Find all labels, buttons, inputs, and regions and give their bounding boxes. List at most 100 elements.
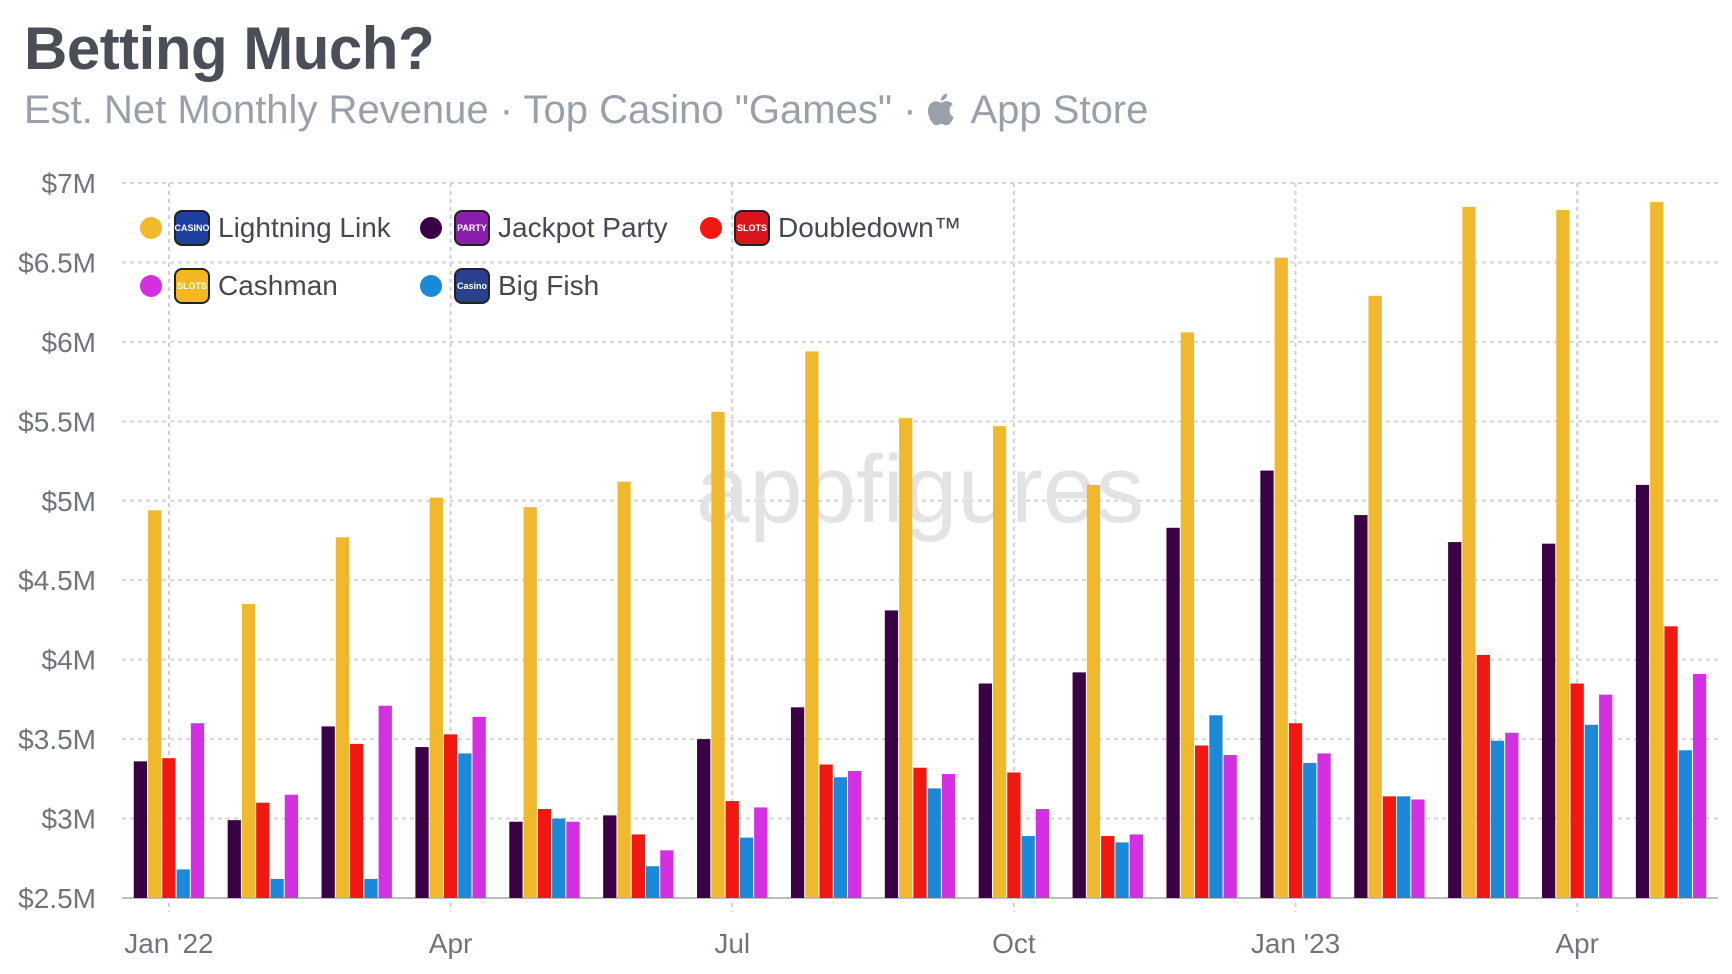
- bar-cashman: Cashman Sep '22: $3.28M: [941, 774, 956, 898]
- bar-big-fish: Big Fish Jul '22: $2.88M: [739, 837, 754, 898]
- bar-lightning-link: Lightning Link Oct '22: $5.47M: [992, 426, 1007, 898]
- bar-big-fish: Big Fish Jan '23: $3.35M: [1303, 762, 1317, 898]
- y-tick-label: $4.5M: [18, 565, 96, 596]
- bar-doubledown: Doubledown™ Feb '22: $3.1M: [256, 802, 270, 898]
- bar-big-fish: Big Fish Apr '23: $3.59M: [1584, 724, 1599, 898]
- legend-dot: [700, 217, 722, 239]
- bar-big-fish: Big Fish Nov '22: $2.85M: [1115, 842, 1129, 898]
- bar-big-fish: Big Fish Oct '22: $2.89M: [1021, 836, 1035, 898]
- bar-doubledown: Doubledown™ Apr '22: $3.53M: [443, 734, 458, 898]
- bar-cashman: Cashman Feb '23: $3.12M: [1411, 799, 1425, 898]
- y-tick-label: $7M: [42, 168, 96, 199]
- bar-lightning-link: Lightning Link Apr '23: $6.83M: [1556, 210, 1570, 898]
- bar-jackpot-party: Jackpot Party Feb '23: $4.91M: [1354, 515, 1368, 898]
- bar-doubledown: Doubledown™ Jun '22: $2.9M: [631, 834, 645, 898]
- bar-doubledown: Doubledown™ Mar '22: $3.47M: [350, 743, 364, 898]
- bar-doubledown: Doubledown™ Aug '22: $3.34M: [819, 764, 833, 898]
- y-tick-label: $4M: [42, 645, 96, 676]
- bar-lightning-link: Lightning Link Jun '22: $5.12M: [617, 481, 631, 898]
- bar-cashman: Cashman Mar '22: $3.71M: [378, 705, 392, 898]
- bar-big-fish: Big Fish Feb '23: $3.14M: [1397, 796, 1411, 898]
- bar-big-fish: Big Fish Sep '22: $3.19M: [927, 788, 941, 898]
- bar-jackpot-party: Jackpot Party Aug '22: $3.7M: [790, 707, 805, 898]
- legend-item[interactable]: SLOTS Cashman: [140, 268, 338, 304]
- bar-lightning-link: Lightning Link Aug '22: $5.94M: [805, 351, 819, 898]
- bar-cashman: Cashman Jan '22: $3.6M: [190, 723, 205, 898]
- bar-big-fish: Big Fish Apr '22: $3.41M: [458, 753, 472, 898]
- bar-doubledown: Doubledown™ Apr '23: $3.85M: [1570, 683, 1584, 898]
- bar-jackpot-party: Jackpot Party Mar '22: $3.58M: [321, 726, 335, 898]
- legend-label: Lightning Link: [218, 212, 391, 243]
- bar-cashman: Cashman Apr '22: $3.64M: [472, 716, 486, 898]
- bar-jackpot-party: Jackpot Party Apr '23: $4.73M: [1542, 543, 1556, 898]
- legend-label: Doubledown™: [778, 212, 962, 243]
- x-tick-label: Jan '23: [1251, 928, 1340, 959]
- bar-jackpot-party: Jackpot Party Nov '22: $3.92M: [1072, 672, 1086, 898]
- bar-jackpot-party: Jackpot Party Dec '22: $4.83M: [1166, 527, 1180, 898]
- bar-lightning-link: Lightning Link Nov '22: $5.1M: [1086, 484, 1101, 898]
- bar-big-fish: Big Fish May '22: $3M: [552, 818, 566, 898]
- lightning-link-app-icon: CASINO: [174, 210, 210, 246]
- chart-title: Betting Much?: [24, 15, 435, 82]
- bar-lightning-link: Lightning Link Mar '22: $4.77M: [335, 537, 350, 898]
- bar-big-fish: Big Fish Feb '22: $2.62M: [270, 878, 284, 898]
- bar-doubledown: Doubledown™ Sep '22: $3.32M: [913, 767, 927, 898]
- apple-icon: [928, 92, 955, 125]
- y-tick-label: $5.5M: [18, 406, 96, 437]
- bar-cashman: Cashman Aug '22: $3.3M: [848, 770, 862, 898]
- bar-lightning-link: Lightning Link Feb '22: $4.35M: [241, 604, 256, 898]
- y-tick-label: $6.5M: [18, 247, 96, 278]
- bar-lightning-link: Lightning Link Sep '22: $5.52M: [899, 418, 913, 898]
- bar-jackpot-party: Jackpot Party Apr '22: $3.45M: [415, 747, 429, 898]
- bar-doubledown: Doubledown™ Mar '23: $4.03M: [1476, 654, 1490, 898]
- bar-cashman: Cashman May '23: $3.91M: [1692, 673, 1707, 898]
- bar-cashman: Cashman Feb '22: $3.15M: [284, 794, 298, 898]
- bar-jackpot-party: Jackpot Party May '22: $2.98M: [509, 821, 523, 898]
- bar-cashman: Cashman Oct '22: $3.06M: [1035, 809, 1050, 898]
- bar-big-fish: Big Fish Dec '22: $3.65M: [1209, 715, 1223, 898]
- legend-item[interactable]: Casino Big Fish: [420, 268, 599, 304]
- y-tick-label: $3.5M: [18, 724, 96, 755]
- bar-jackpot-party: Jackpot Party Jan '22: $3.36M: [133, 761, 148, 898]
- y-tick-label: $5M: [42, 486, 96, 517]
- doubledown-app-icon: SLOTS: [734, 210, 770, 246]
- bar-jackpot-party: Jackpot Party Sep '22: $4.31M: [884, 610, 899, 898]
- bar-doubledown: Doubledown™ Dec '22: $3.46M: [1195, 745, 1209, 898]
- legend-dot: [140, 217, 162, 239]
- bar-doubledown: Doubledown™ Jul '22: $3.11M: [725, 801, 739, 898]
- legend-item[interactable]: SLOTS Doubledown™: [700, 210, 962, 246]
- bar-doubledown: Doubledown™ Nov '22: $2.89M: [1101, 836, 1115, 898]
- big-fish-app-icon: Casino: [454, 268, 490, 304]
- bar-lightning-link: Lightning Link May '23: $6.88M: [1650, 202, 1664, 899]
- y-tick-label: $6M: [42, 327, 96, 358]
- x-tick-label: Apr: [429, 928, 473, 959]
- x-tick-label: Jul: [714, 928, 750, 959]
- legend-dot: [420, 275, 442, 297]
- legend-label: Cashman: [218, 270, 338, 301]
- subtitle-store: App Store: [970, 88, 1149, 132]
- bar-jackpot-party: Jackpot Party Jun '22: $3.02M: [603, 815, 617, 898]
- cashman-app-icon: SLOTS: [174, 268, 210, 304]
- bar-big-fish: Big Fish May '23: $3.43M: [1678, 750, 1692, 898]
- legend-item[interactable]: PARTY Jackpot Party: [420, 210, 668, 246]
- subtitle-text: Est. Net Monthly Revenue · Top Casino "G…: [24, 88, 917, 132]
- legend-item[interactable]: CASINO Lightning Link: [140, 210, 391, 246]
- bar-doubledown: Doubledown™ May '23: $4.21M: [1664, 626, 1678, 898]
- bar-jackpot-party: Jackpot Party May '23: $5.1M: [1635, 484, 1650, 898]
- x-tick-label: Jan '22: [124, 928, 213, 959]
- jackpot-party-app-icon: PARTY: [454, 210, 490, 246]
- bar-big-fish: Big Fish Aug '22: $3.26M: [833, 777, 848, 898]
- bar-big-fish: Big Fish Mar '23: $3.49M: [1490, 740, 1505, 898]
- bar-cashman: Cashman Jan '23: $3.41M: [1317, 753, 1331, 898]
- bar-big-fish: Big Fish Mar '22: $2.62M: [364, 878, 378, 898]
- bar-cashman: Cashman Jul '22: $3.07M: [754, 807, 768, 898]
- bar-lightning-link: Lightning Link May '22: $4.96M: [523, 507, 537, 898]
- bars: Jackpot Party Jan '22: $3.36M Lightning L…: [133, 202, 1707, 899]
- bar-lightning-link: Lightning Link Dec '22: $6.06M: [1180, 332, 1195, 898]
- legend-label: Jackpot Party: [498, 212, 668, 243]
- bar-cashman: Cashman Jun '22: $2.8M: [660, 850, 674, 898]
- bar-doubledown: Doubledown™ May '22: $3.06M: [537, 809, 552, 898]
- bar-jackpot-party: Jackpot Party Jan '23: $5.19M: [1260, 470, 1274, 898]
- bar-cashman: Cashman Dec '22: $3.4M: [1223, 755, 1237, 898]
